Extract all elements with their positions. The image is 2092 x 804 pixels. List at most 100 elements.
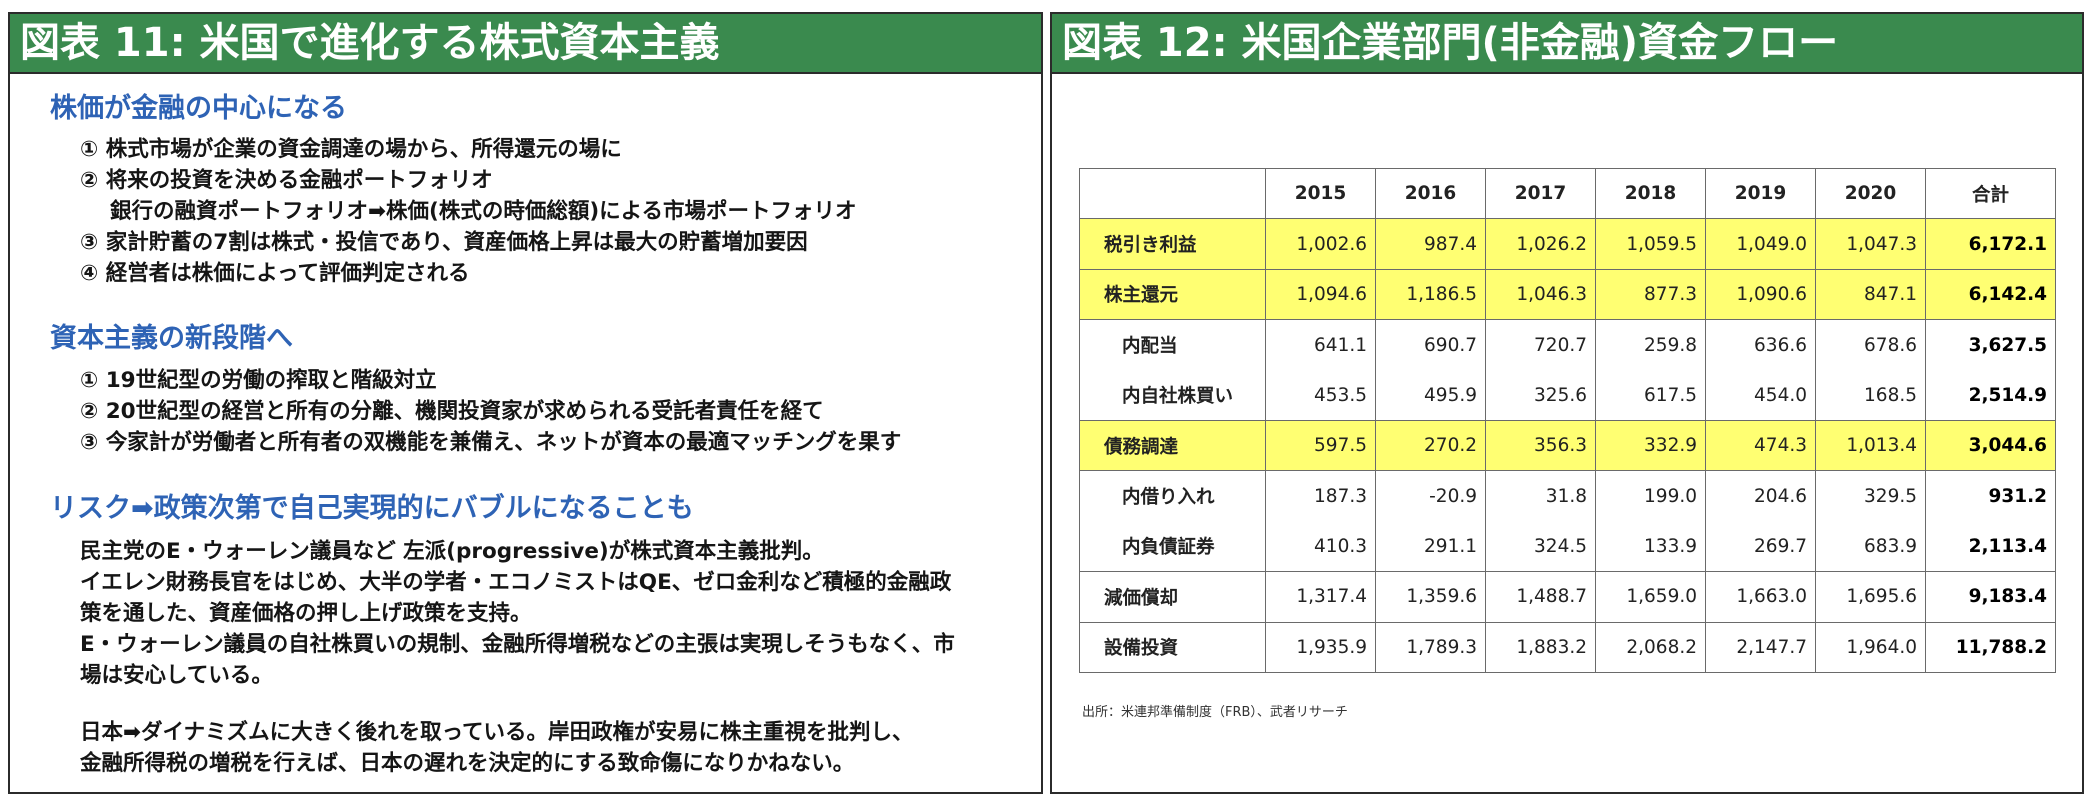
table-cell: 133.9 [1595, 521, 1706, 572]
left-panel-title: 図表 11: 米国で進化する株式資本主義 [10, 14, 1041, 74]
japan-paragraph: 日本➡ダイナミズムに大きく後れを取っている。岸田政権が安易に株主重視を批判し、 … [80, 717, 914, 779]
table-cell: 356.3 [1485, 419, 1596, 472]
column-header: 2018 [1595, 167, 1706, 220]
paragraph-line: E・ウォーレン議員の自社株買いの規制、金融所得増税などの主張は実現しそうもなく、… [80, 632, 955, 657]
table-cell: 1,964.0 [1815, 621, 1926, 673]
section2-list: ① 19世紀型の労働の搾取と階級対立 ② 20世紀型の経営と所有の分離、機関投資… [80, 365, 901, 458]
column-header: 2017 [1485, 167, 1596, 220]
table-cell: 474.3 [1705, 419, 1816, 472]
table-cell: 453.5 [1265, 370, 1376, 421]
table-cell: 1,186.5 [1375, 268, 1486, 321]
table-cell: 1,789.3 [1375, 621, 1486, 673]
table-cell: 329.5 [1815, 470, 1926, 522]
table-cell: 1,046.3 [1485, 268, 1596, 321]
row-label: 債務調達 [1079, 419, 1266, 472]
row-label: 内配当 [1079, 319, 1266, 371]
paragraph-line: イエレン財務長官をはじめ、大半の学者・エコノミストはQE、ゼロ金利など積極的金融… [80, 570, 952, 595]
table-cell: 1,049.0 [1705, 218, 1816, 270]
table-cell: 678.6 [1815, 319, 1926, 371]
total-cell: 2,514.9 [1925, 370, 2056, 421]
total-cell: 3,627.5 [1925, 319, 2056, 371]
list-item: ② 20世紀型の経営と所有の分離、機関投資家が求められる受託者責任を経て [80, 399, 824, 424]
table-cell: 1,695.6 [1815, 571, 1926, 623]
list-item: ① 株式市場が企業の資金調達の場から、所得還元の場に [80, 137, 622, 162]
table-cell: 332.9 [1595, 419, 1706, 472]
table-cell: 454.0 [1705, 370, 1816, 421]
table-cell: 1,002.6 [1265, 218, 1376, 270]
table-cell: 187.3 [1265, 470, 1376, 522]
column-header: 2015 [1265, 167, 1376, 220]
table-cell: 987.4 [1375, 218, 1486, 270]
table-cell: 1,359.6 [1375, 571, 1486, 623]
total-cell: 3,044.6 [1925, 419, 2056, 472]
table-row: 内自社株買い 453.5 495.9 325.6 617.5 454.0 168.5 2,51… [1079, 370, 2056, 421]
column-header: 2020 [1815, 167, 1926, 220]
table-cell: 410.3 [1265, 521, 1376, 572]
table-cell: 1,094.6 [1265, 268, 1376, 321]
section-title-new-stage: 資本主義の新段階へ [50, 323, 293, 354]
table-cell: 847.1 [1815, 268, 1926, 321]
row-label: 設備投資 [1079, 621, 1266, 673]
table-cell: 168.5 [1815, 370, 1926, 421]
right-panel: 図表 12: 米国企業部門(非金融)資金フロー 2015 2016 2017 2… [1050, 12, 2084, 794]
column-header: 合計 [1925, 167, 2056, 220]
table-cell: 2,068.2 [1595, 621, 1706, 673]
table-cell: 291.1 [1375, 521, 1486, 572]
list-item: 銀行の融資ポートフォリオ➡株価(株式の時価総額)による市場ポートフォリオ [110, 199, 857, 224]
table-cell: 617.5 [1595, 370, 1706, 421]
table-row: 設備投資 1,935.9 1,789.3 1,883.2 2,068.2 2,147.7 1… [1079, 621, 2056, 673]
table-cell: 636.6 [1705, 319, 1816, 371]
table-cell: 1,090.6 [1705, 268, 1816, 321]
table-cell: 269.7 [1705, 521, 1816, 572]
table-cell: 259.8 [1595, 319, 1706, 371]
paragraph-line: 策を通した、資産価格の押し上げ政策を支持。 [80, 601, 532, 626]
table-cell: 495.9 [1375, 370, 1486, 421]
total-cell: 9,183.4 [1925, 571, 2056, 623]
row-label: 内借り入れ [1079, 470, 1266, 522]
row-label: 税引き利益 [1079, 218, 1266, 270]
column-header [1079, 167, 1266, 220]
table-row: 内配当 641.1 690.7 720.7 259.8 636.6 678.6 3,627.5 [1079, 319, 2056, 371]
table-cell: 325.6 [1485, 370, 1596, 421]
total-cell: 11,788.2 [1925, 621, 2056, 673]
list-item: ③ 家計貯蓄の7割は株式・投信であり、資産価格上昇は最大の貯蓄増加要因 [80, 230, 808, 255]
table-row: 内借り入れ 187.3 -20.9 31.8 199.0 204.6 329.5 931.2 [1079, 470, 2056, 522]
table-cell: 720.7 [1485, 319, 1596, 371]
table-header-row: 2015 2016 2017 2018 2019 2020 合計 [1079, 167, 2056, 220]
section-title-risk: リスク➡政策次第で自己実現的にバブルになることも [50, 493, 694, 524]
source-note: 出所：米連邦準備制度（FRB）、武者リサーチ [1082, 705, 1348, 720]
table-cell: 641.1 [1265, 319, 1376, 371]
table-cell: 690.7 [1375, 319, 1486, 371]
table-cell: 1,026.2 [1485, 218, 1596, 270]
table-cell: 1,488.7 [1485, 571, 1596, 623]
table-cell: 2,147.7 [1705, 621, 1816, 673]
table-cell: 877.3 [1595, 268, 1706, 321]
section1-list: ① 株式市場が企業の資金調達の場から、所得還元の場に ② 将来の投資を決める金融… [80, 134, 857, 289]
column-header: 2016 [1375, 167, 1486, 220]
row-label: 減価償却 [1079, 571, 1266, 623]
table-cell: 324.5 [1485, 521, 1596, 572]
table-cell: 31.8 [1485, 470, 1596, 522]
paragraph-line: 民主党のE・ウォーレン議員など 左派(progressive)が株式資本主義批判… [80, 539, 824, 564]
table-cell: 204.6 [1705, 470, 1816, 522]
paragraph-line: 場は安心している。 [80, 663, 273, 688]
list-item: ④ 経営者は株価によって評価判定される [80, 261, 470, 286]
table-row: 債務調達 597.5 270.2 356.3 332.9 474.3 1,013.4 3,04… [1079, 419, 2056, 472]
table-row: 株主還元 1,094.6 1,186.5 1,046.3 877.3 1,090.6 847… [1079, 268, 2056, 321]
table-cell: 1,935.9 [1265, 621, 1376, 673]
table-cell: 683.9 [1815, 521, 1926, 572]
right-panel-title: 図表 12: 米国企業部門(非金融)資金フロー [1052, 14, 2082, 74]
table-cell: 1,013.4 [1815, 419, 1926, 472]
table-row: 減価償却 1,317.4 1,359.6 1,488.7 1,659.0 1,663.0 1… [1079, 571, 2056, 623]
table-cell: 199.0 [1595, 470, 1706, 522]
total-cell: 6,142.4 [1925, 268, 2056, 321]
table-cell: 270.2 [1375, 419, 1486, 472]
list-item: ① 19世紀型の労働の搾取と階級対立 [80, 368, 437, 393]
table-cell: 1,883.2 [1485, 621, 1596, 673]
column-header: 2019 [1705, 167, 1816, 220]
list-item: ② 将来の投資を決める金融ポートフォリオ [80, 168, 493, 193]
table-cell: 597.5 [1265, 419, 1376, 472]
table-cell: 1,059.5 [1595, 218, 1706, 270]
total-cell: 2,113.4 [1925, 521, 2056, 572]
total-cell: 931.2 [1925, 470, 2056, 522]
